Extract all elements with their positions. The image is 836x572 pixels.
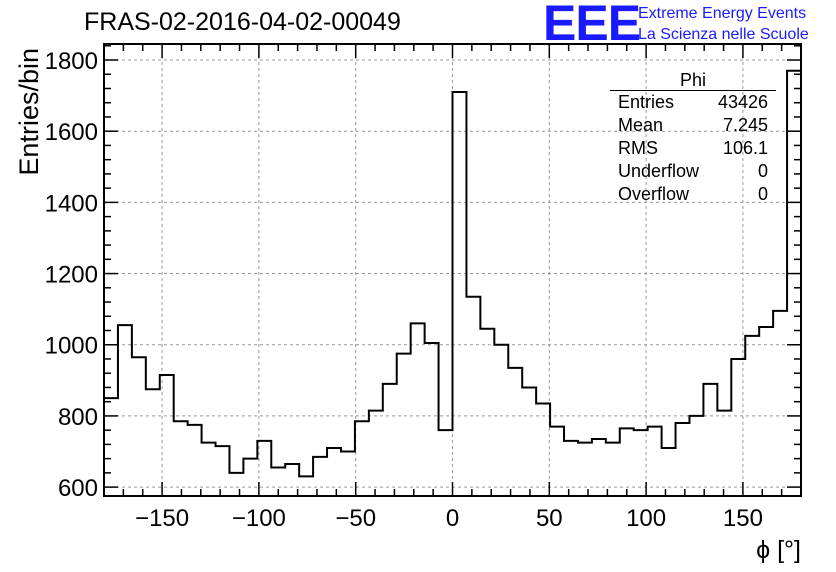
eee-logo: EEE — [543, 0, 641, 51]
stats-box-name: Phi — [610, 70, 776, 91]
stats-label: RMS — [618, 138, 658, 158]
stats-value: 106.1 — [722, 138, 768, 158]
stats-value: 7.245 — [722, 115, 768, 135]
y-tick-label: 1400 — [45, 190, 98, 217]
stats-row-overflow: Overflow 0 — [610, 183, 776, 206]
stats-row-mean: Mean 7.245 — [610, 114, 776, 137]
stats-value: 0 — [757, 184, 768, 204]
stats-row-entries: Entries 43426 — [610, 91, 776, 114]
chart-title: FRAS-02-2016-04-02-00049 — [84, 8, 401, 36]
y-tick-label: 1200 — [45, 262, 98, 289]
y-tick-label: 1000 — [45, 333, 98, 360]
axis-ticks — [103, 44, 802, 496]
logo-line-2: La Scienza nelle Scuole — [638, 26, 809, 43]
stats-label: Entries — [618, 92, 675, 112]
stats-label: Underflow — [618, 161, 700, 181]
x-tick-label: 50 — [536, 505, 563, 532]
y-tick-label: 600 — [58, 475, 98, 502]
x-tick-label: 100 — [626, 505, 666, 532]
stats-value: 43426 — [717, 92, 768, 112]
y-tick-label: 800 — [58, 404, 98, 431]
histogram-line — [104, 69, 801, 478]
stats-label: Overflow — [618, 184, 690, 204]
histogram-series — [104, 69, 801, 478]
x-axis-label: ϕ [°] — [756, 536, 801, 564]
y-axis-label: Entries/bin — [14, 48, 44, 176]
x-tick-label: 0 — [446, 505, 459, 532]
y-tick-label: 1800 — [45, 48, 98, 75]
x-tick-label: −50 — [335, 505, 376, 532]
stats-row-rms: RMS 106.1 — [610, 137, 776, 160]
stats-value: 0 — [757, 161, 768, 181]
x-tick-labels: −150 −100 −50 0 50 100 150 — [135, 505, 763, 532]
x-tick-label: −100 — [232, 505, 286, 532]
stats-row-underflow: Underflow 0 — [610, 160, 776, 183]
logo-line-1: Extreme Energy Events — [638, 5, 807, 22]
stats-box: Phi Entries 43426 Mean 7.245 RMS 106.1 U… — [610, 70, 776, 206]
logo-text: Extreme Energy Events La Scienza nelle S… — [638, 3, 809, 45]
y-tick-label: 1600 — [45, 119, 98, 146]
y-tick-labels: 600 800 1000 1200 1400 1600 1800 — [45, 48, 98, 502]
x-tick-label: 150 — [723, 505, 763, 532]
stats-label: Mean — [618, 115, 664, 135]
x-tick-label: −150 — [135, 505, 189, 532]
